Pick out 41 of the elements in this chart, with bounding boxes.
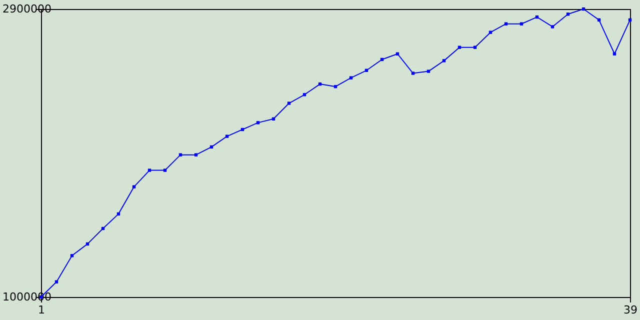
point	[194, 153, 198, 156]
point	[612, 52, 616, 56]
point	[302, 93, 306, 96]
point	[349, 76, 353, 80]
point	[520, 22, 524, 26]
point	[318, 82, 322, 86]
point	[163, 168, 167, 172]
point	[582, 7, 586, 11]
point	[70, 254, 74, 258]
point	[272, 117, 276, 120]
point	[442, 59, 446, 62]
point	[287, 102, 291, 105]
point	[334, 85, 338, 88]
point	[101, 226, 105, 230]
point	[380, 58, 384, 62]
point	[550, 25, 554, 28]
x-tick-label: 1	[38, 304, 45, 316]
point	[504, 22, 508, 26]
x-tick-label: 39	[624, 304, 638, 316]
point	[225, 134, 229, 138]
point	[256, 121, 260, 124]
point	[132, 185, 136, 188]
point	[411, 72, 415, 75]
point	[364, 68, 368, 72]
point	[426, 70, 430, 73]
y-tick-label: 2900000	[2, 2, 52, 16]
point	[210, 145, 214, 149]
point	[54, 280, 58, 284]
point	[488, 30, 492, 34]
point	[597, 18, 601, 22]
point	[240, 128, 244, 132]
point	[458, 46, 462, 49]
point	[473, 46, 477, 49]
point	[566, 12, 570, 16]
point	[86, 242, 90, 246]
point	[116, 212, 120, 216]
point	[396, 52, 400, 56]
point	[535, 15, 539, 19]
point	[148, 168, 152, 172]
point	[628, 18, 632, 22]
point	[178, 153, 182, 156]
